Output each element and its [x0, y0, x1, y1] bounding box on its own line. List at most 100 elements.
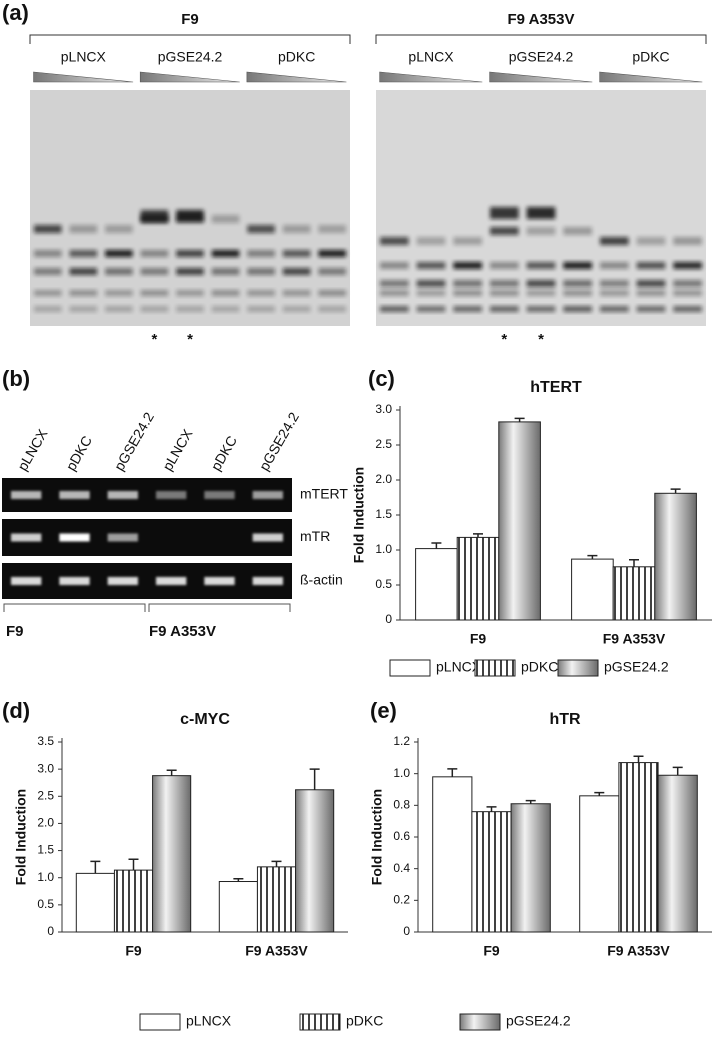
- gel-band: [416, 237, 446, 245]
- gel-band: [563, 262, 592, 269]
- y-tick-label: 3.0: [375, 402, 392, 416]
- gene-label: mTERT: [300, 486, 348, 502]
- gel-band: [380, 237, 409, 245]
- gel-band: [380, 262, 409, 269]
- gel-band: [140, 306, 169, 312]
- y-tick-label: 0.8: [393, 798, 410, 812]
- legend-swatch: [139, 1013, 181, 1031]
- lane-label: pGSE24.2: [509, 49, 574, 65]
- gel-band: [34, 290, 62, 296]
- gel-band: [526, 306, 556, 312]
- gel-band: [156, 577, 187, 585]
- y-tick-label: 3.5: [37, 734, 54, 748]
- bar: [571, 558, 614, 621]
- significance-marker: *: [187, 331, 193, 348]
- gel-band: [380, 290, 409, 296]
- y-tick-label: 2.5: [37, 788, 54, 802]
- gel-band: [59, 533, 90, 542]
- group-label: F9: [181, 11, 199, 28]
- legend-label: pGSE24.2: [604, 659, 669, 675]
- x-tick-label: F9 A353V: [603, 631, 666, 647]
- bar: [152, 775, 192, 933]
- bar: [498, 421, 541, 621]
- group-label: F9 A353V: [508, 11, 575, 28]
- gel-band: [490, 306, 519, 312]
- gel-band: [105, 306, 133, 312]
- gel-band: [247, 250, 275, 257]
- lane-label: pLNCX: [408, 49, 454, 65]
- gel-band: [69, 306, 98, 312]
- gel-band: [600, 237, 629, 245]
- gel: [30, 90, 350, 326]
- legend-label: pLNCX: [186, 1013, 232, 1029]
- y-axis-label: Fold Induction: [13, 789, 29, 885]
- gel-band: [453, 290, 482, 296]
- gel-band: [673, 290, 702, 296]
- gel-band: [282, 250, 311, 257]
- gel-band: [156, 491, 187, 499]
- bar: [612, 566, 656, 621]
- gel-band: [600, 306, 629, 312]
- gel-band: [453, 280, 482, 287]
- gel-band: [526, 227, 556, 235]
- gel-band: [176, 250, 204, 257]
- gel-band: [11, 533, 42, 542]
- error-bar: [431, 542, 442, 549]
- gel-band: [673, 306, 702, 312]
- panel-label: (d): [2, 698, 30, 723]
- gel-band: [105, 225, 133, 233]
- lane-label: pGSE24.2: [111, 409, 157, 473]
- error-bar: [670, 488, 681, 494]
- legend-swatch: [299, 1013, 341, 1031]
- gel-band: [107, 491, 138, 499]
- error-bar: [447, 768, 458, 777]
- chart-title: hTERT: [530, 379, 582, 396]
- y-tick-label: 0: [385, 612, 392, 626]
- gel-band: [416, 262, 446, 269]
- gel-band: [380, 306, 409, 312]
- y-tick-label: 1.0: [37, 870, 54, 884]
- error-bar: [633, 755, 644, 763]
- concentration-wedge: [489, 71, 593, 83]
- lane-label: pLNCX: [14, 426, 51, 474]
- y-tick-label: 1.5: [37, 843, 54, 857]
- error-bar: [629, 559, 639, 567]
- y-axis-label: Fold Induction: [351, 467, 367, 563]
- panel-label: (c): [368, 366, 395, 391]
- gel-band: [318, 250, 346, 257]
- bar: [510, 803, 551, 933]
- error-bar: [473, 533, 483, 538]
- bar: [295, 789, 335, 933]
- gel-band: [176, 210, 204, 222]
- gel-band: [526, 207, 556, 219]
- gel-band: [673, 280, 702, 287]
- lane-label: pDKC: [278, 49, 315, 65]
- gel-band: [490, 280, 519, 287]
- gel-band: [600, 290, 629, 296]
- legend-label: pGSE24.2: [506, 1013, 571, 1029]
- gel-band: [252, 491, 283, 499]
- gel-band: [211, 290, 240, 296]
- bar: [432, 776, 473, 933]
- y-tick-label: 2.5: [375, 437, 392, 451]
- gel-band: [600, 280, 629, 287]
- gel-band: [636, 237, 666, 245]
- gel-band: [453, 262, 482, 269]
- gel-band: [673, 237, 702, 245]
- y-tick-label: 0.5: [37, 897, 54, 911]
- significance-marker: *: [538, 331, 544, 348]
- gel-band: [563, 280, 592, 287]
- panel-label: (e): [370, 698, 397, 723]
- gel-band: [380, 280, 409, 287]
- gel-band: [252, 533, 283, 542]
- gel-band: [211, 306, 240, 312]
- gel-band: [211, 250, 240, 257]
- gel-band: [69, 225, 98, 233]
- x-tick-label: F9 A353V: [245, 943, 308, 959]
- gel-band: [490, 262, 519, 269]
- gel-band: [176, 290, 204, 296]
- concentration-wedge: [33, 71, 134, 83]
- lane-label: pGSE24.2: [158, 49, 223, 65]
- lane-label: pLNCX: [159, 426, 196, 474]
